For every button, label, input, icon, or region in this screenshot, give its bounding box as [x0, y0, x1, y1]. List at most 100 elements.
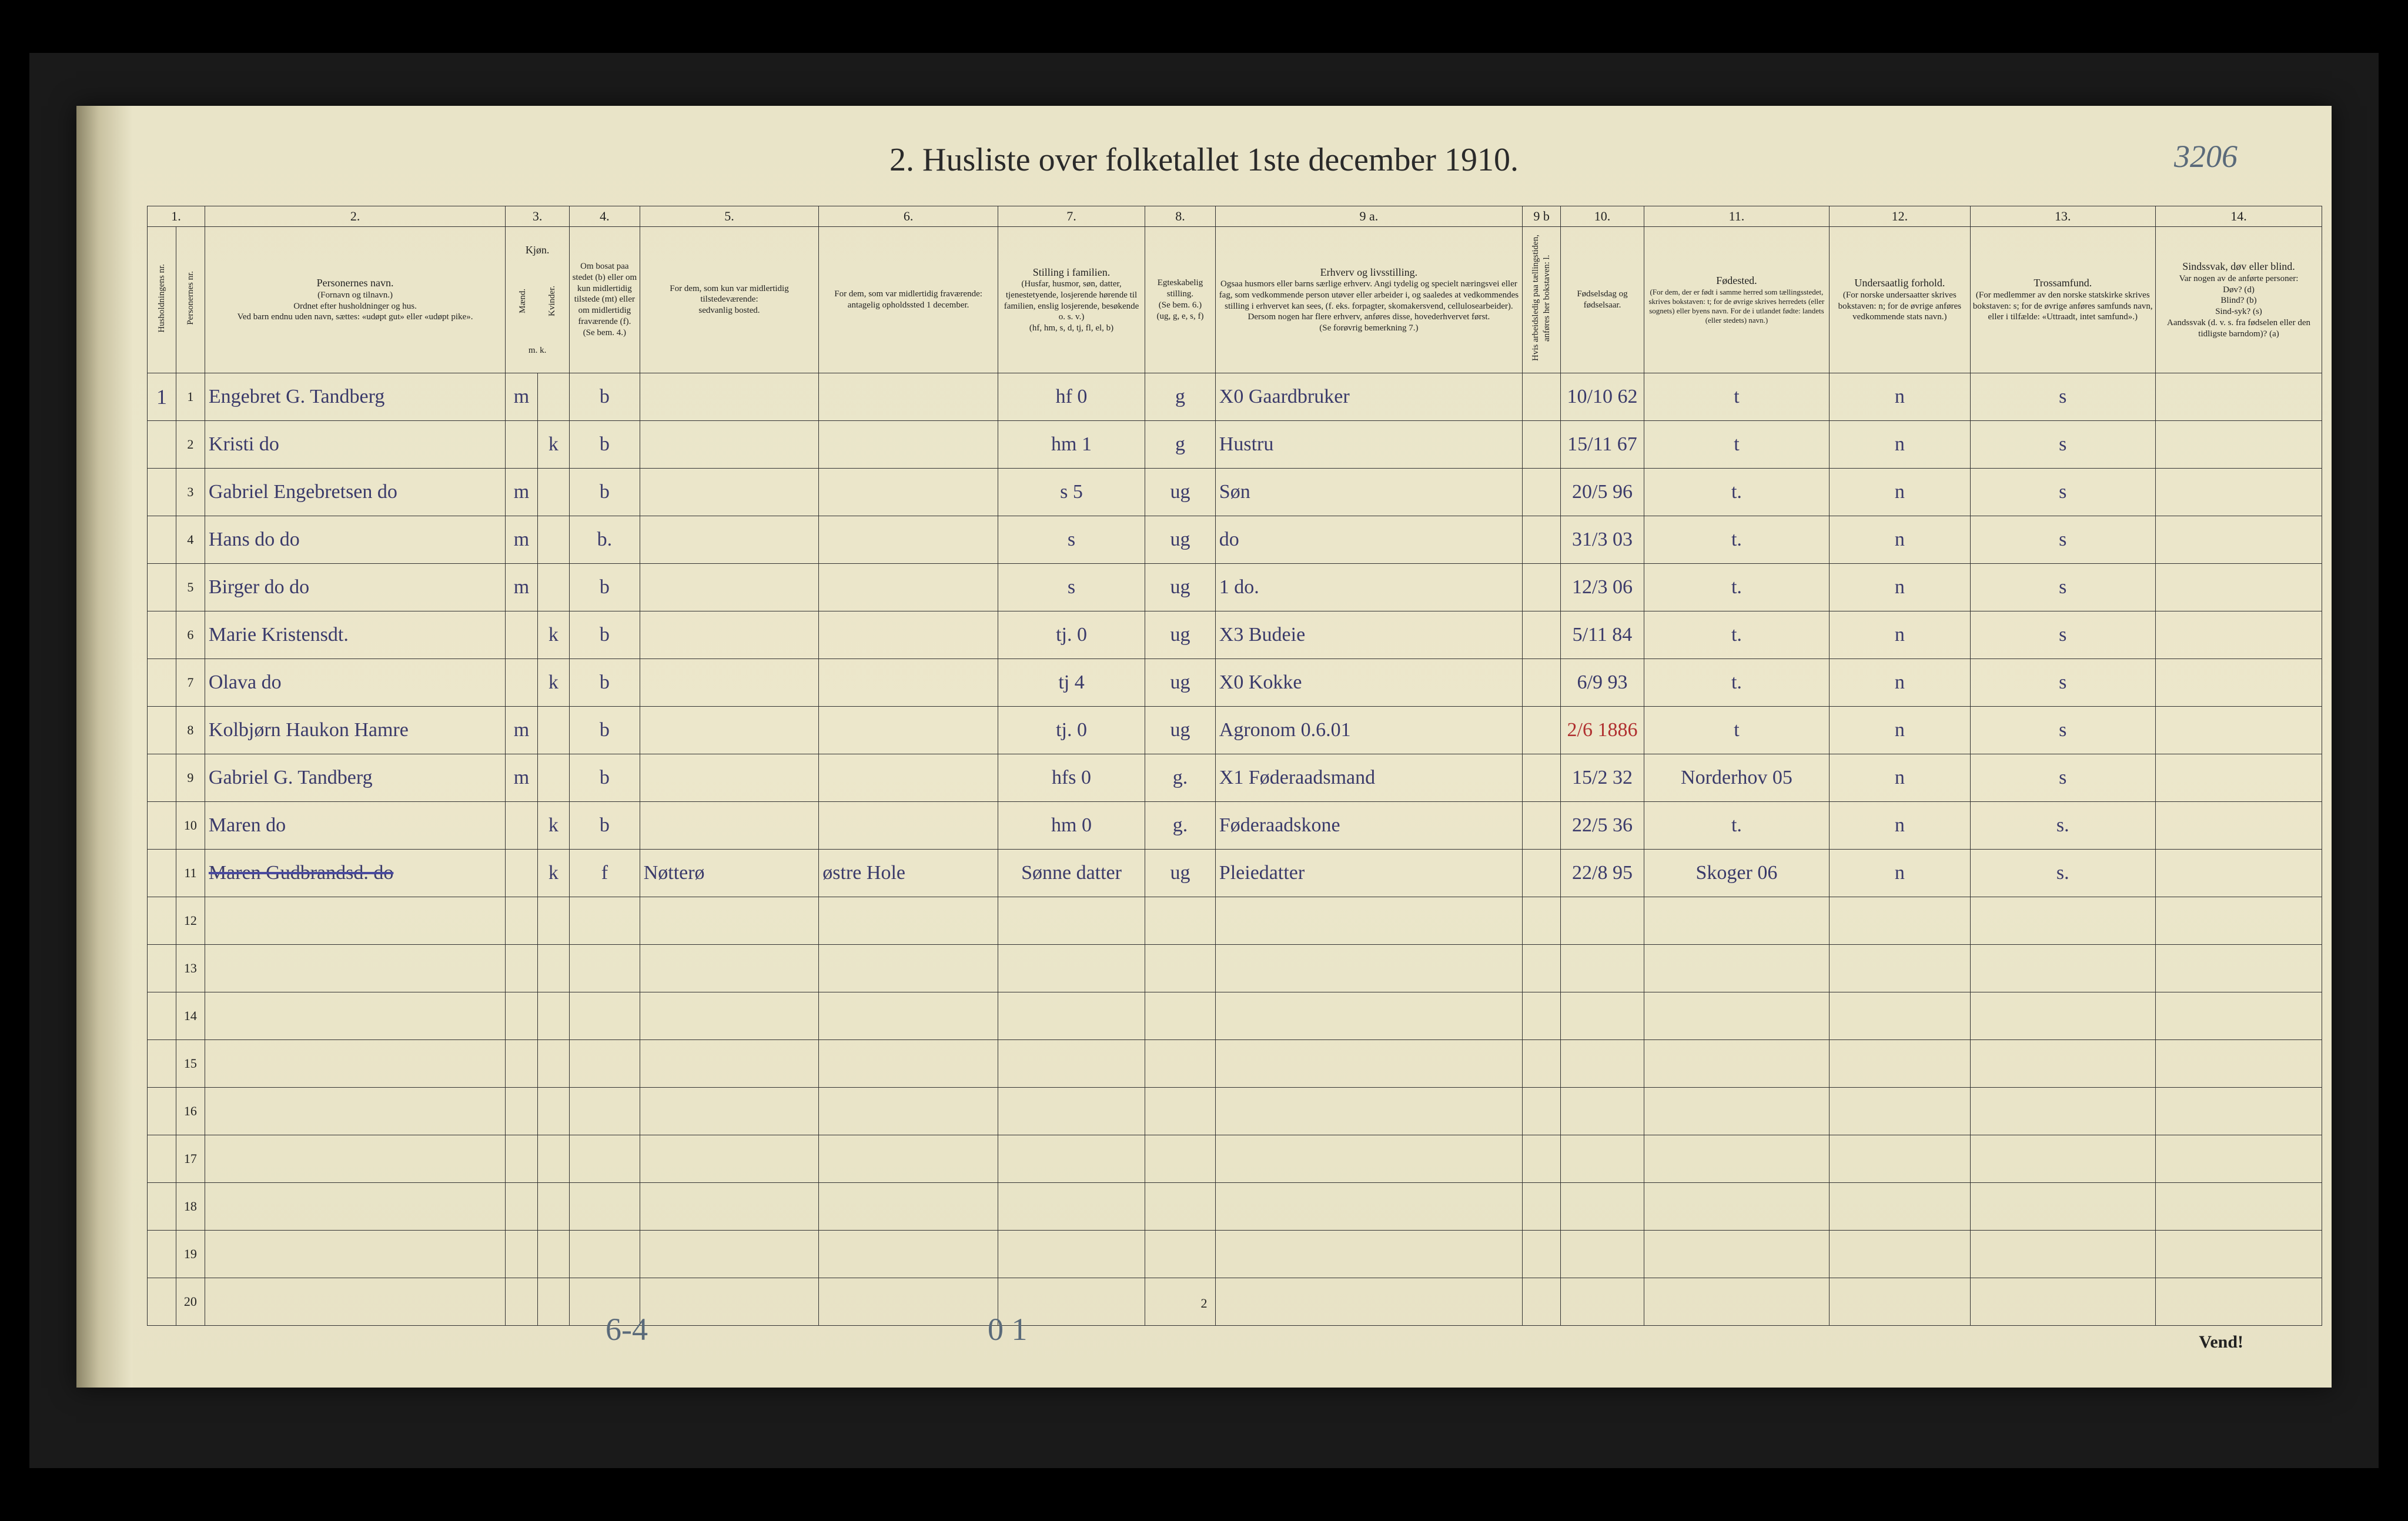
cell-husholdning [148, 1135, 176, 1182]
table-row: 11Maren Gudbrandsd. dokfNøtterøøstre Hol… [148, 849, 2322, 897]
table-row: 5Birger do dombsug1 do.12/3 06t.ns [148, 563, 2322, 611]
cell-egteskab: ug [1145, 706, 1216, 754]
table-row: 6Marie Kristensdt.kbtj. 0ugX3 Budeie5/11… [148, 611, 2322, 658]
header-egte-sub: (Se bem. 6.) (ug, g, e, s, f) [1148, 300, 1213, 322]
cell-egteskab [1145, 1087, 1216, 1135]
table-row: 3Gabriel Engebretsen dombs 5ugSøn20/5 96… [148, 468, 2322, 516]
header-bosat-sub: (Se bem. 4.) [572, 327, 637, 339]
cell-undersaat: n [1830, 611, 1970, 658]
cell-fodested: t [1644, 706, 1830, 754]
cell-name [205, 897, 505, 944]
cell-husholdning: 1 [148, 373, 176, 420]
cell-trossamfund: s [1970, 420, 2156, 468]
cell-personnr: 12 [176, 897, 205, 944]
header-stilling: Stilling i familien. (Husfar, husmor, sø… [998, 227, 1145, 373]
cell-stilling: hm 0 [998, 801, 1145, 849]
header-und-title: Undersaatlig forhold. [1832, 276, 1967, 290]
cell-fodselsdato: 5/11 84 [1561, 611, 1644, 658]
cell-fodested: Norderhov 05 [1644, 754, 1830, 801]
table-row: 18 [148, 1182, 2322, 1230]
cell-undersaat [1830, 1230, 1970, 1278]
cell-undersaat [1830, 992, 1970, 1039]
cell-arbeidsledig [1523, 658, 1561, 706]
cell-fodested [1644, 897, 1830, 944]
cell-erhverv: X0 Kokke [1215, 658, 1522, 706]
cell-sindssvak [2156, 516, 2322, 563]
cell-fravaer [819, 468, 998, 516]
cell-sindssvak [2156, 706, 2322, 754]
cell-trossamfund [1970, 944, 2156, 992]
colnum-13: 13. [1970, 206, 2156, 227]
cell-personnr: 9 [176, 754, 205, 801]
footer-note-mid: 0 1 [988, 1311, 1028, 1348]
cell-egteskab: ug [1145, 611, 1216, 658]
cell-undersaat: n [1830, 420, 1970, 468]
header-sinds-title: Sindssvak, døv eller blind. [2158, 260, 2319, 273]
colnum-12: 12. [1830, 206, 1970, 227]
cell-k [537, 944, 569, 992]
header-erhverv-sub: Ogsaa husmors eller barns særlige erhver… [1218, 279, 1520, 334]
cell-fodested: t. [1644, 468, 1830, 516]
cell-k: k [537, 801, 569, 849]
cell-bosat [570, 1039, 640, 1087]
cell-m: m [506, 373, 537, 420]
table-row: 14 [148, 992, 2322, 1039]
header-kjon: Kjøn. Mænd. Kvinder. m. k. [506, 227, 570, 373]
cell-stilling: tj. 0 [998, 611, 1145, 658]
cell-husholdning [148, 897, 176, 944]
cell-fodselsdato [1561, 1135, 1644, 1182]
cell-trossamfund: s [1970, 658, 2156, 706]
cell-fravaer [819, 1182, 998, 1230]
cell-egteskab: g [1145, 420, 1216, 468]
header-stilling-sub: (Husfar, husmor, søn, datter, tjenestety… [1001, 279, 1142, 334]
cell-erhverv: 1 do. [1215, 563, 1522, 611]
cell-personnr: 8 [176, 706, 205, 754]
header-bosat-title: Om bosat paa stedet (b) eller om kun mid… [572, 261, 637, 327]
cell-m [506, 1039, 537, 1087]
cell-k [537, 897, 569, 944]
cell-k: k [537, 658, 569, 706]
colnum-9b: 9 b [1523, 206, 1561, 227]
cell-fodselsdato: 6/9 93 [1561, 658, 1644, 706]
cell-erhverv: Søn [1215, 468, 1522, 516]
cell-bosat: b [570, 373, 640, 420]
cell-arbeidsledig [1523, 373, 1561, 420]
cell-erhverv [1215, 1135, 1522, 1182]
cell-fravaer [819, 754, 998, 801]
cell-egteskab: g. [1145, 754, 1216, 801]
cell-fodselsdato: 22/5 36 [1561, 801, 1644, 849]
cell-husholdning [148, 420, 176, 468]
cell-personnr: 2 [176, 420, 205, 468]
cell-fodested: t [1644, 373, 1830, 420]
cell-name [205, 992, 505, 1039]
cell-undersaat [1830, 944, 1970, 992]
cell-name: Engebret G. Tandberg [205, 373, 505, 420]
cell-stilling: hm 1 [998, 420, 1145, 468]
cell-fodested: Skoger 06 [1644, 849, 1830, 897]
cell-name [205, 1087, 505, 1135]
colnum-1: 1. [148, 206, 205, 227]
cell-sedvanlig [640, 944, 819, 992]
census-table: 1. 2. 3. 4. 5. 6. 7. 8. 9 a. 9 b 10. 11.… [147, 206, 2322, 1326]
table-row: 16 [148, 1087, 2322, 1135]
cell-fodested [1644, 944, 1830, 992]
cell-sedvanlig [640, 611, 819, 658]
cell-fodested [1644, 1087, 1830, 1135]
footer-note-left: 6-4 [606, 1311, 648, 1348]
cell-trossamfund: s. [1970, 849, 2156, 897]
cell-sindssvak [2156, 1039, 2322, 1087]
cell-k [537, 1087, 569, 1135]
cell-arbeidsledig [1523, 1135, 1561, 1182]
colnum-11: 11. [1644, 206, 1830, 227]
cell-sindssvak [2156, 658, 2322, 706]
cell-bosat [570, 1087, 640, 1135]
cell-fodselsdato [1561, 1230, 1644, 1278]
cell-fodested: t. [1644, 516, 1830, 563]
cell-bosat [570, 897, 640, 944]
table-row: 10Maren dokbhm 0g.Føderaadskone22/5 36t.… [148, 801, 2322, 849]
table-row: 19 [148, 1230, 2322, 1278]
header-stilling-title: Stilling i familien. [1001, 266, 1142, 279]
cell-fravaer [819, 1087, 998, 1135]
colnum-2: 2. [205, 206, 505, 227]
cell-arbeidsledig [1523, 1039, 1561, 1087]
